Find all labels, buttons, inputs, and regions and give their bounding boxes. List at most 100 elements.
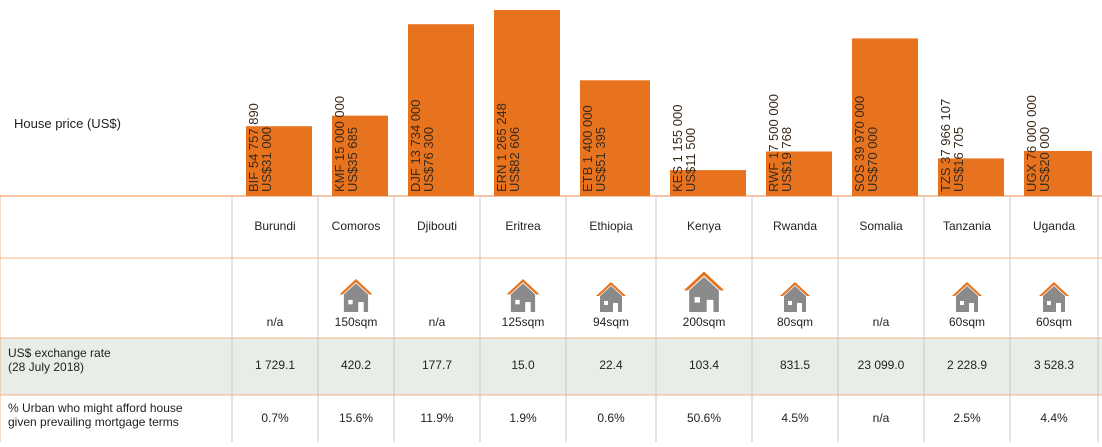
bar (852, 38, 918, 196)
house-size: 200sqm (683, 315, 726, 329)
afford: 1.9% (509, 411, 537, 425)
exchange-rate: 3 528.3 (1034, 358, 1074, 372)
house-size: 94sqm (593, 315, 629, 329)
exchange-rate: 420.2 (341, 358, 371, 372)
country: Comoros (332, 219, 381, 233)
afford: 15.6% (339, 411, 373, 425)
afford: 0.6% (597, 411, 625, 425)
value-label: US$31 000 (259, 127, 274, 192)
house-window (348, 299, 353, 305)
afford: 4.5% (781, 411, 809, 425)
row-label: (28 July 2018) (8, 360, 84, 374)
chart-label: House price (US$) (14, 116, 121, 131)
value-label: US$51 395 (593, 127, 608, 192)
house-roof (1039, 282, 1069, 296)
exchange-rate: 22.4 (599, 358, 623, 372)
value-label: US$35 685 (345, 127, 360, 192)
house-door (969, 303, 974, 312)
value-label: US$20 000 (1037, 127, 1052, 192)
exchange-rate: 15.0 (511, 358, 535, 372)
house-size: 60sqm (949, 315, 985, 329)
exchange-rate: 831.5 (780, 358, 810, 372)
local-price: KMF 15 000 000 (332, 96, 347, 192)
afford: 50.6% (687, 411, 721, 425)
local-price: ERN 1 265 248 (494, 103, 509, 192)
house-roof (596, 282, 626, 296)
local-price: RWF 17 500 000 (766, 94, 781, 192)
house-window (960, 301, 964, 305)
house-roof (683, 271, 725, 291)
house-window (604, 301, 608, 305)
afford: 2.5% (953, 411, 981, 425)
house-icon (506, 279, 540, 312)
afford: 0.7% (261, 411, 289, 425)
country: Somalia (859, 219, 903, 233)
house-door (613, 303, 618, 312)
house-door (706, 299, 714, 312)
house-window (788, 301, 792, 305)
bar (766, 151, 832, 196)
house-roof (506, 279, 540, 295)
value-label: US$82 606 (507, 127, 522, 192)
country: Tanzania (943, 219, 991, 233)
house-icon (339, 279, 373, 312)
shaded-row (0, 338, 1102, 395)
country: Djibouti (417, 219, 457, 233)
house-size: 150sqm (335, 315, 378, 329)
country: Rwanda (773, 219, 817, 233)
afford: n/a (873, 411, 890, 425)
house-door (1056, 303, 1061, 312)
afford: 11.9% (420, 411, 453, 425)
afford: 4.4% (1040, 411, 1068, 425)
country: Kenya (687, 219, 721, 233)
house-size: n/a (873, 315, 890, 329)
house-icon (952, 282, 982, 312)
house-size: 80sqm (777, 315, 813, 329)
house-icon (596, 282, 626, 312)
house-window (694, 297, 700, 303)
house-size: 125sqm (502, 315, 545, 329)
bar (670, 170, 746, 196)
value-label: US$76 300 (421, 127, 436, 192)
local-price: UGX 76 000 000 (1024, 95, 1039, 192)
value-label: US$11 500 (683, 128, 698, 192)
house-icon (1039, 282, 1069, 312)
local-price: TZS 37 966 107 (938, 99, 953, 192)
bar (332, 115, 388, 196)
local-price: SOS 39 970 000 (852, 96, 867, 192)
house-roof (780, 282, 810, 296)
house-size: n/a (267, 315, 284, 329)
exchange-rate: 103.4 (689, 358, 719, 372)
house-door (525, 302, 531, 312)
value-label: US$70 000 (865, 127, 880, 192)
house-window (515, 299, 520, 305)
exchange-rate: 177.7 (422, 358, 452, 372)
country: Uganda (1033, 219, 1075, 233)
country: Burundi (254, 219, 295, 233)
bar (938, 158, 1004, 196)
house-door (358, 302, 364, 312)
row-label: given prevailing mortgage terms (8, 415, 179, 429)
bar (408, 24, 474, 197)
exchange-rate: 23 099.0 (858, 358, 905, 372)
bar (246, 126, 312, 196)
house-size: n/a (429, 315, 446, 329)
bar (1024, 150, 1092, 196)
value-label: US$19 768 (779, 127, 794, 192)
house-door (797, 303, 802, 312)
house-icon (683, 271, 725, 312)
local-price: ETB 1 400 000 (580, 105, 595, 192)
house-window (1047, 301, 1051, 305)
value-label: US$16 705 (951, 127, 966, 192)
row-label: % Urban who might afford house (8, 401, 183, 415)
house-size: 60sqm (1036, 315, 1072, 329)
country: Eritrea (505, 219, 541, 233)
local-price: KES 1 155 000 (670, 105, 685, 192)
row-label: US$ exchange rate (8, 346, 111, 360)
exchange-rate: 1 729.1 (255, 358, 295, 372)
local-price: DJF 13 734 000 (408, 99, 423, 192)
house-roof (952, 282, 982, 296)
local-price: BIF 54 757 890 (246, 103, 261, 192)
bar (494, 10, 560, 196)
